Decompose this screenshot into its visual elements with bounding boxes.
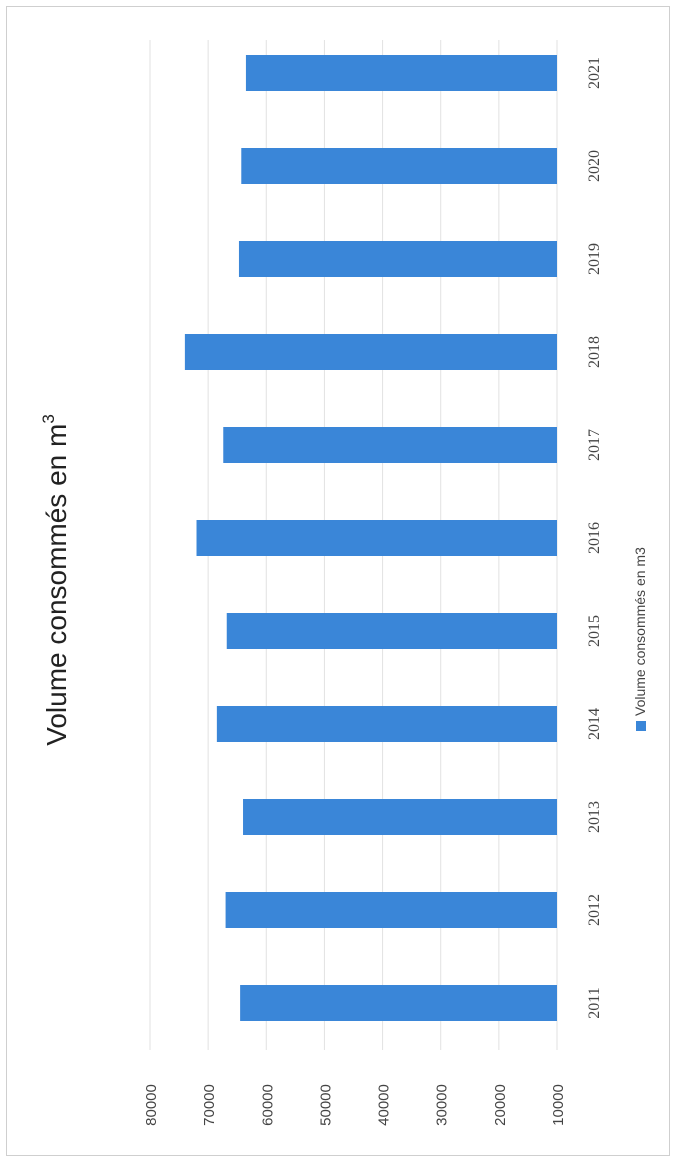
category-tick-2018: 2018 [586, 336, 603, 368]
chart-title: Volume consommés en m3 [39, 414, 72, 746]
value-tick-label: 10000 [550, 1084, 567, 1126]
category-tick-2017: 2017 [586, 429, 603, 461]
value-tick-60000: 60000 [259, 1084, 276, 1126]
value-tick-20000: 20000 [492, 1084, 509, 1126]
bar-2020 [241, 148, 557, 184]
bar-2016 [196, 520, 557, 556]
value-tick-label: 20000 [492, 1084, 509, 1126]
category-label: 2016 [586, 522, 603, 554]
value-tick-label: 40000 [376, 1084, 393, 1126]
category-tick-2016: 2016 [586, 522, 603, 554]
category-tick-2014: 2014 [586, 708, 603, 740]
value-tick-label: 80000 [143, 1084, 160, 1126]
bars [184, 55, 558, 1021]
category-label: 2019 [586, 243, 603, 275]
category-tick-2011: 2011 [586, 987, 603, 1018]
category-tick-2012: 2012 [586, 894, 603, 926]
bar-2012 [225, 892, 558, 928]
category-tick-2015: 2015 [586, 615, 603, 647]
value-tick-label: 30000 [434, 1084, 451, 1126]
value-tick-label: 50000 [317, 1084, 334, 1126]
category-axis: 2011 2012 2013 2014 2015 2016 2017 2018 2019 2020… [586, 57, 603, 1019]
bar-2021 [245, 55, 557, 91]
value-tick-40000: 40000 [376, 1084, 393, 1126]
legend: Volume consommés en m3 [632, 547, 648, 731]
bar-2018 [184, 334, 557, 370]
bar-2017 [223, 427, 557, 463]
chart-title-superscript: 3 [39, 414, 58, 423]
bar-2013 [243, 799, 557, 835]
category-label: 2018 [586, 336, 603, 368]
legend-swatch [636, 721, 646, 731]
value-tick-label: 70000 [201, 1084, 218, 1126]
chart-frame [6, 6, 670, 1156]
value-axis: 10000 20000 30000 40000 50000 60000 70000 80000 [143, 1084, 567, 1126]
category-label: 2011 [586, 987, 603, 1018]
category-tick-2021: 2021 [586, 57, 603, 89]
category-label: 2017 [586, 429, 603, 461]
legend-label: Volume consommés en m3 [632, 547, 648, 716]
category-label: 2013 [586, 801, 603, 833]
category-tick-2013: 2013 [586, 801, 603, 833]
category-label: 2014 [586, 708, 603, 740]
bar-2014 [216, 706, 557, 742]
category-label: 2021 [586, 57, 603, 89]
category-tick-2019: 2019 [586, 243, 603, 275]
category-tick-2020: 2020 [586, 150, 603, 182]
bar-2011 [240, 985, 557, 1021]
category-label: 2020 [586, 150, 603, 182]
value-tick-10000: 10000 [550, 1084, 567, 1126]
value-tick-label: 60000 [259, 1084, 276, 1126]
category-label: 2012 [586, 894, 603, 926]
chart-title-text: Volume consommés en m [41, 424, 72, 746]
bar-2019 [238, 241, 558, 277]
value-tick-70000: 70000 [201, 1084, 218, 1126]
value-tick-80000: 80000 [143, 1084, 160, 1126]
category-label: 2015 [586, 615, 603, 647]
chart-title-group: Volume consommés en m3 [39, 414, 72, 746]
bar-2015 [226, 613, 557, 649]
value-tick-50000: 50000 [317, 1084, 334, 1126]
value-tick-30000: 30000 [434, 1084, 451, 1126]
